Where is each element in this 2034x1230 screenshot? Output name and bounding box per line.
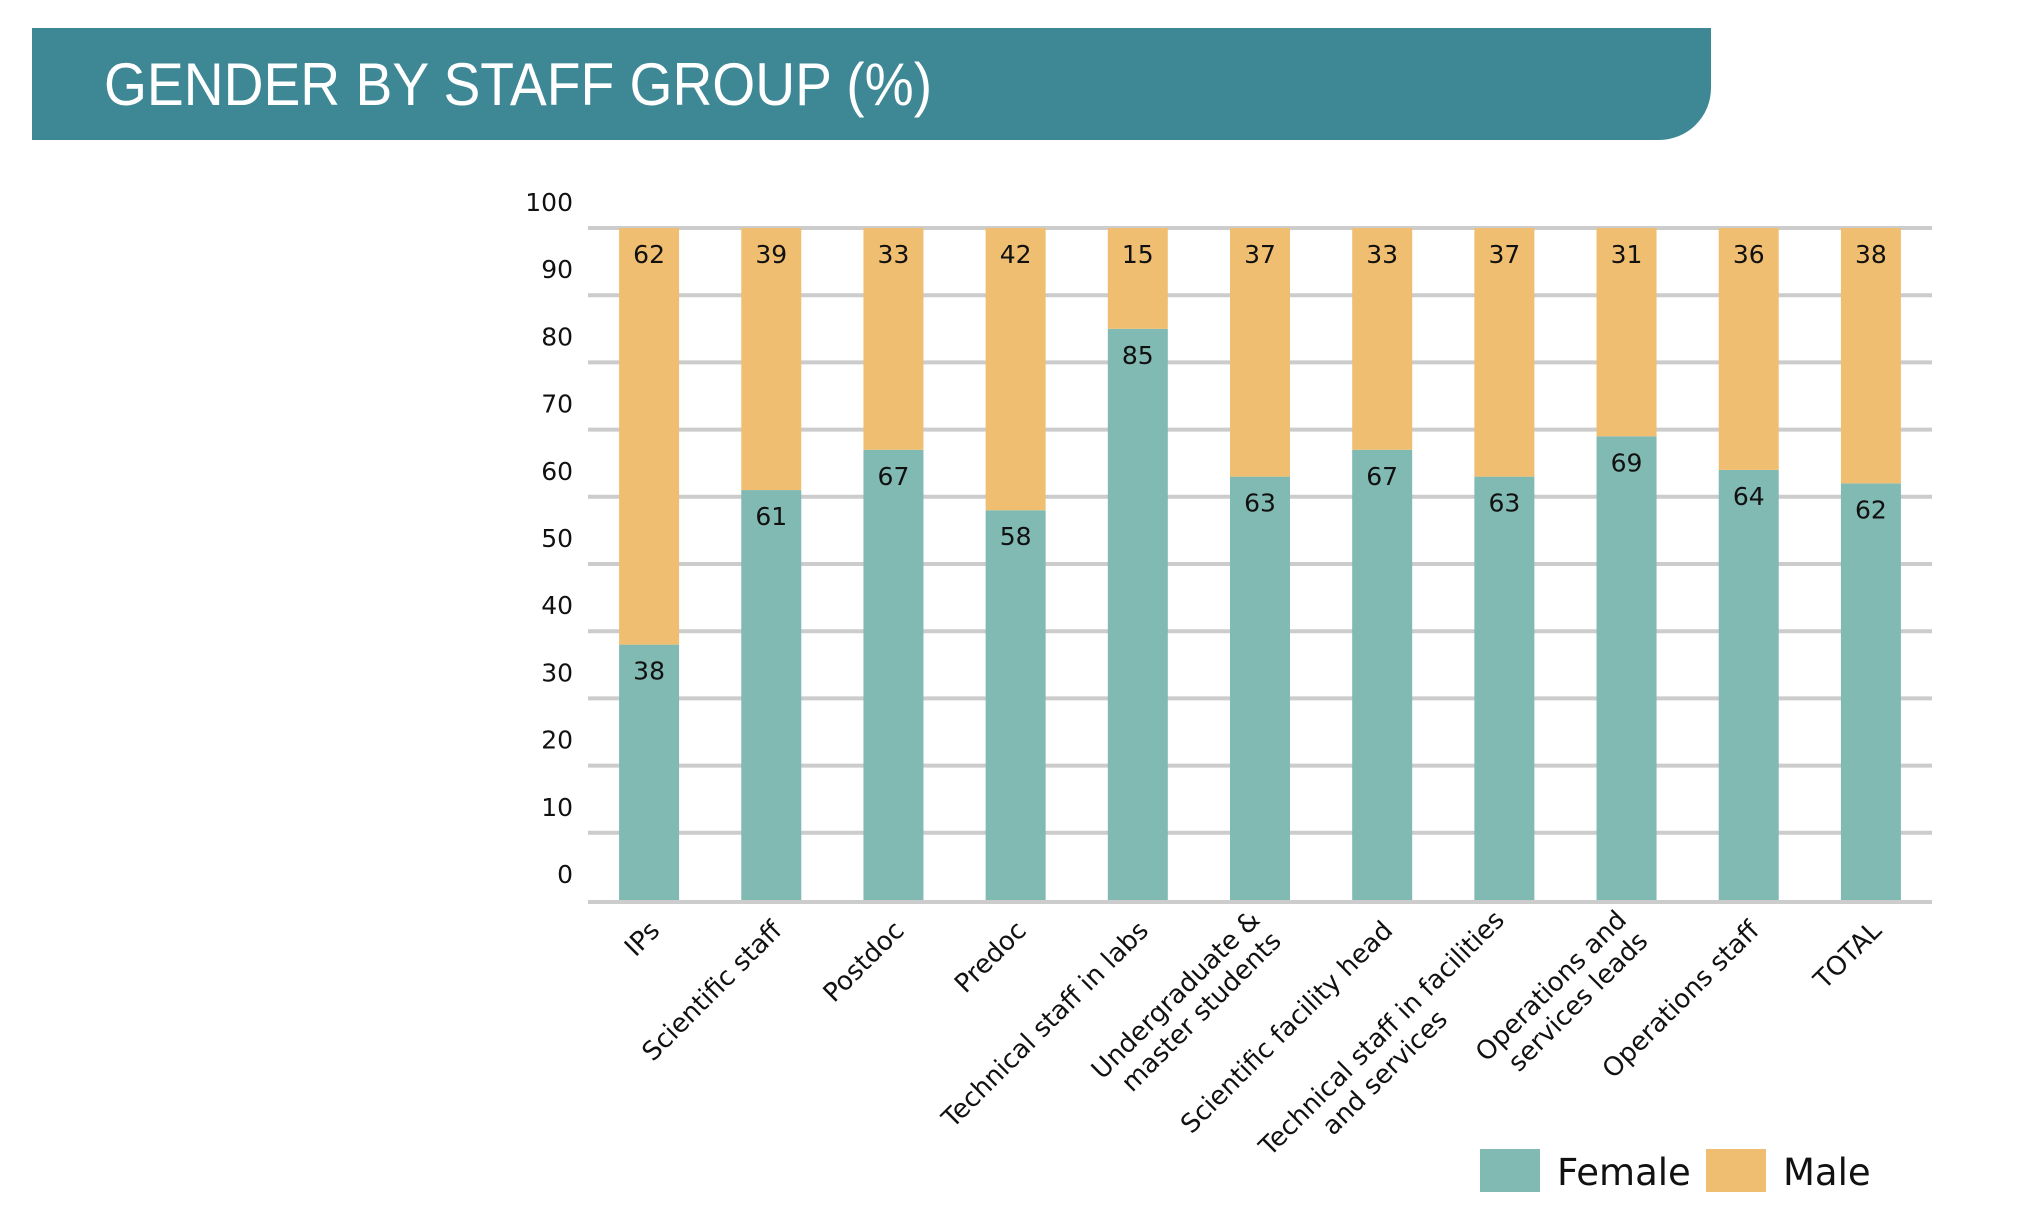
- x-tick-label: Predoc: [949, 916, 1032, 999]
- bar-male: [1352, 228, 1413, 450]
- bar-stack: 61 39: [741, 228, 802, 900]
- data-label-male: 15: [1122, 240, 1154, 269]
- bar-stack: 38 62: [619, 228, 680, 900]
- data-label-female: 67: [878, 462, 910, 491]
- bar-female: [1474, 476, 1535, 900]
- x-tick-label-line: TOTAL: [1808, 915, 1889, 996]
- bar-male: [1107, 228, 1168, 329]
- bar-stack: 85 15: [1107, 228, 1168, 900]
- y-tick-label: 100: [525, 188, 573, 217]
- legend-item-female: Female: [1480, 1149, 1691, 1194]
- bar-stack: 69 31: [1596, 228, 1657, 900]
- bar-male: [741, 228, 802, 491]
- bar-stack: 58 42: [985, 228, 1046, 900]
- bar-female: [1840, 483, 1901, 900]
- data-label-female: 64: [1733, 482, 1765, 511]
- y-tick-label: 10: [541, 793, 573, 822]
- bar-stack: 64 36: [1718, 228, 1779, 900]
- y-axis-ticks: 0 10 20 30 40 50 60 70 80 90 100: [525, 188, 573, 889]
- data-label-female: 85: [1122, 341, 1154, 370]
- x-tick-label-line: Predoc: [949, 916, 1032, 999]
- x-tick-label: IPs: [619, 916, 666, 963]
- data-label-female: 61: [755, 502, 787, 531]
- data-label-male: 42: [1000, 240, 1032, 269]
- bar-female: [1718, 469, 1779, 900]
- y-tick-label: 30: [541, 658, 573, 687]
- legend-swatch-female: [1480, 1149, 1540, 1192]
- y-tick-label: 90: [541, 255, 573, 284]
- legend-swatch-male: [1706, 1149, 1766, 1192]
- data-label-male: 33: [1366, 240, 1398, 269]
- bar-stack: 63 37: [1474, 228, 1535, 900]
- data-label-female: 62: [1855, 495, 1887, 524]
- bar-male: [619, 228, 680, 645]
- legend: Female Male: [1480, 1149, 1871, 1194]
- y-tick-label: 70: [541, 390, 573, 419]
- data-label-male: 37: [1488, 240, 1520, 269]
- x-tick-label: Postdoc: [818, 916, 911, 1009]
- bar-female: [985, 510, 1046, 900]
- y-tick-label: 50: [541, 524, 573, 553]
- y-tick-label: 20: [541, 726, 573, 755]
- bar-female: [1596, 436, 1657, 900]
- x-tick-label-line: IPs: [619, 916, 666, 963]
- data-label-female: 63: [1244, 489, 1276, 518]
- bar-stack: 67 33: [1352, 228, 1413, 900]
- data-label-female: 38: [633, 657, 665, 686]
- bar-female: [1230, 476, 1290, 900]
- bar-female: [863, 449, 924, 900]
- chart-title: GENDER BY STAFF GROUP (%): [104, 51, 933, 118]
- bar-female: [1352, 449, 1413, 900]
- data-label-male: 38: [1855, 240, 1887, 269]
- bar-stack: 63 37: [1230, 228, 1290, 900]
- bar-female: [741, 490, 802, 900]
- x-tick-label-line: Technical staff in labs: [936, 916, 1155, 1135]
- bar-male: [1718, 228, 1779, 470]
- data-label-male: 31: [1611, 240, 1643, 269]
- bar-female: [619, 644, 680, 900]
- bar-male: [985, 228, 1046, 511]
- bar-male: [863, 228, 924, 450]
- y-tick-label: 40: [541, 591, 573, 620]
- data-label-male: 62: [633, 240, 665, 269]
- header-band: GENDER BY STAFF GROUP (%): [32, 28, 1711, 140]
- data-label-female: 58: [1000, 522, 1032, 551]
- legend-label: Female: [1557, 1151, 1691, 1194]
- bar-stack: 62 38: [1840, 228, 1901, 900]
- bar-male: [1596, 228, 1657, 437]
- data-label-male: 39: [755, 240, 787, 269]
- bar-male: [1474, 228, 1535, 477]
- bar-male: [1230, 228, 1290, 477]
- bar-male: [1840, 228, 1901, 484]
- data-label-male: 37: [1244, 240, 1276, 269]
- data-label-female: 67: [1366, 462, 1398, 491]
- y-tick-label: 0: [557, 860, 573, 889]
- legend-item-male: Male: [1706, 1149, 1871, 1194]
- x-tick-label-line: Postdoc: [818, 916, 911, 1009]
- bar-stack: 67 33: [863, 228, 924, 900]
- x-tick-label: TOTAL: [1808, 915, 1889, 996]
- legend-label: Male: [1783, 1151, 1871, 1194]
- x-tick-label: Technical staff in labs: [936, 916, 1155, 1135]
- data-label-female: 69: [1611, 448, 1643, 477]
- data-label-female: 63: [1488, 489, 1520, 518]
- data-label-male: 33: [878, 240, 910, 269]
- bar-female: [1107, 328, 1168, 900]
- data-label-male: 36: [1733, 240, 1765, 269]
- y-tick-label: 80: [541, 322, 573, 351]
- bars: 38 62 61 39 67 33 58 42 85 15 63 37 67 33 63 37 69 31 64 36…: [619, 228, 1901, 900]
- y-tick-label: 60: [541, 457, 573, 486]
